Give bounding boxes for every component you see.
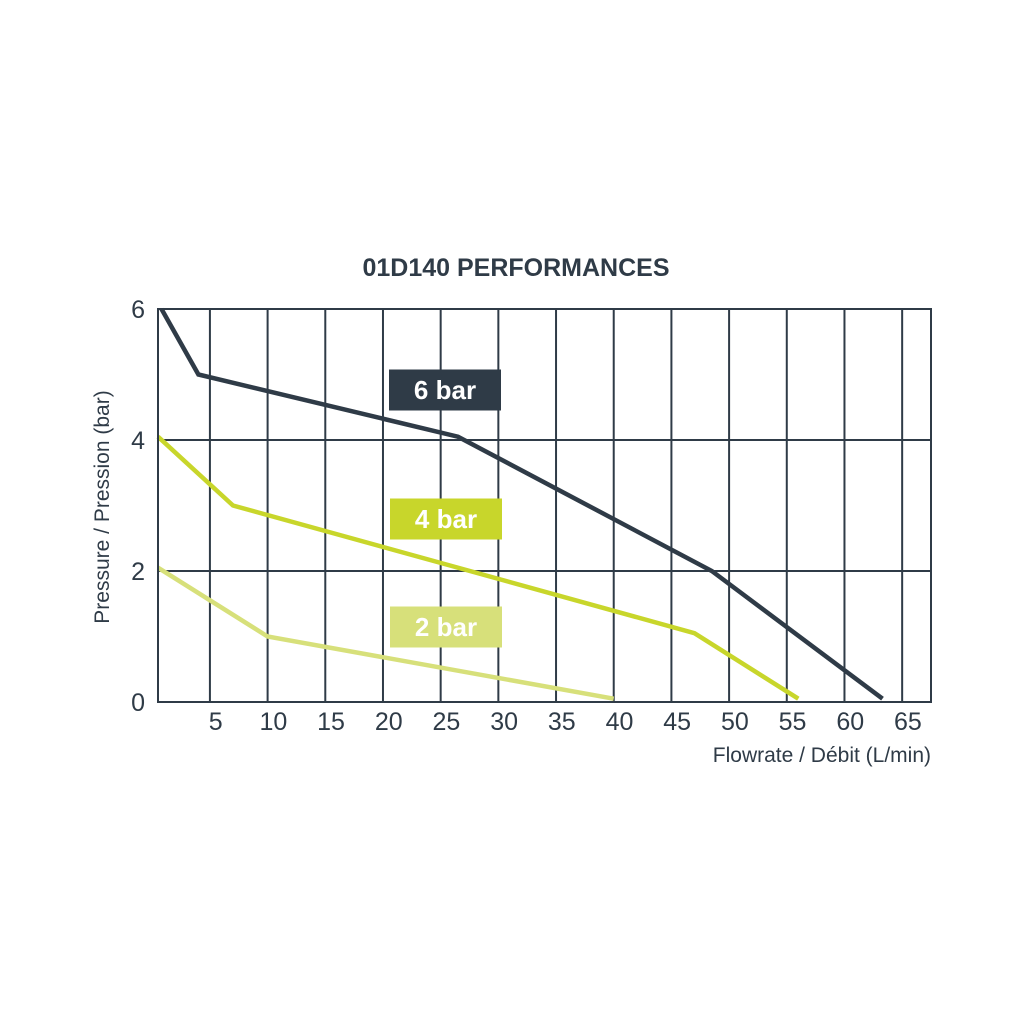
x-tick-label: 45	[663, 708, 691, 736]
series-badge	[390, 606, 502, 648]
x-tick-label: 50	[721, 708, 749, 736]
series-labels: 6 bar 4 bar 2 bar	[389, 369, 502, 648]
y-axis-label: Pressure / Pression (bar)	[91, 390, 114, 623]
series-badge	[390, 498, 502, 540]
x-tick-label: 10	[259, 708, 287, 736]
series-badge	[389, 369, 501, 411]
series-line-4-bar	[156, 435, 800, 701]
x-tick-label: 5	[209, 708, 223, 736]
plot-frame	[157, 308, 932, 703]
x-tick-label: 60	[836, 708, 864, 736]
x-tick-label: 55	[779, 708, 807, 736]
axis-ticks: 5 10 15 20 25 30 35 40 45 50 55 60 65 0 2 4 6	[131, 296, 922, 736]
x-tick-label: 40	[606, 708, 634, 736]
series-label: 2 bar	[415, 612, 477, 642]
y-tick-label: 2	[131, 558, 145, 586]
series-lines	[156, 307, 884, 701]
x-tick-label: 30	[490, 708, 518, 736]
x-axis-label: Flowrate / Débit (L/min)	[713, 744, 931, 767]
series-label: 4 bar	[415, 504, 477, 534]
x-tick-label: 65	[894, 708, 922, 736]
chart-title: 01D140 PERFORMANCES	[362, 254, 669, 282]
y-tick-label: 0	[131, 689, 145, 717]
grid	[158, 309, 931, 702]
y-tick-label: 6	[131, 296, 145, 324]
series-line-6-bar	[159, 307, 884, 701]
y-tick-label: 4	[131, 427, 145, 455]
series-line-2-bar	[156, 565, 615, 701]
series-label: 6 bar	[414, 375, 476, 405]
x-tick-label: 15	[317, 708, 345, 736]
x-tick-label: 25	[433, 708, 461, 736]
x-tick-label: 20	[375, 708, 403, 736]
x-tick-label: 35	[548, 708, 576, 736]
